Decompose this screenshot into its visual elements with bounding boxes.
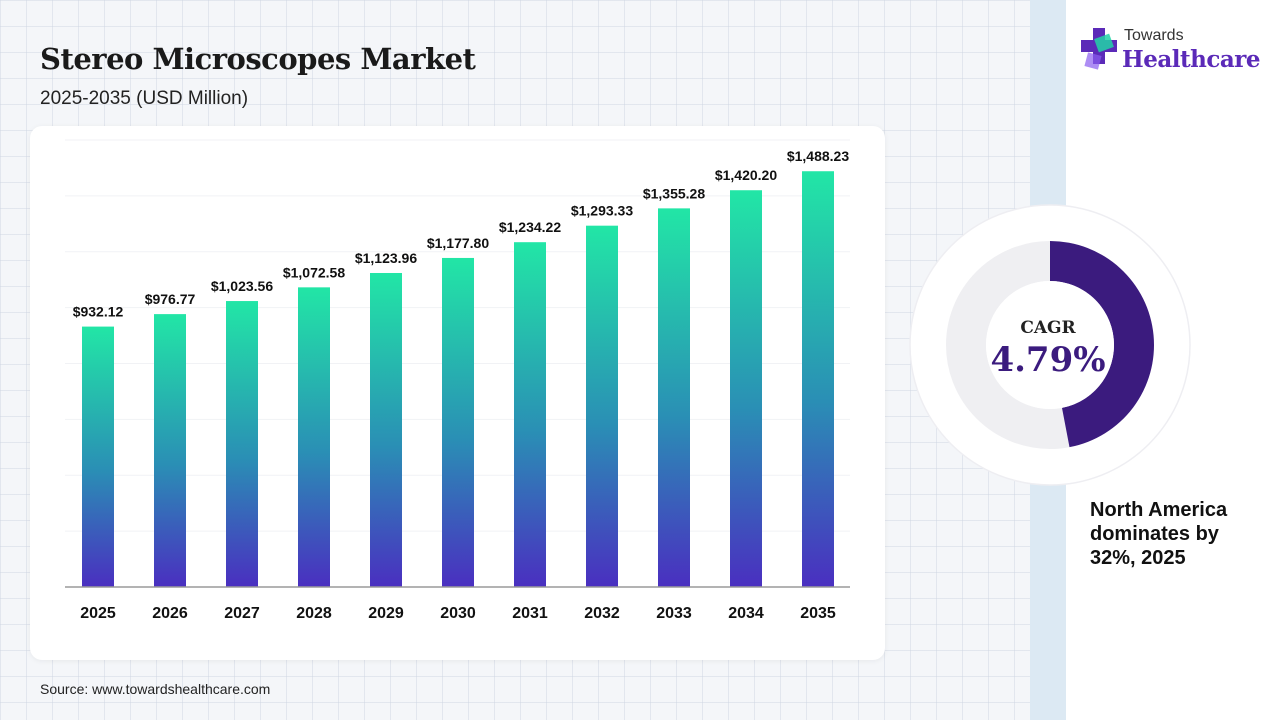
x-tick-label: 2035 [800,605,836,622]
bar-2025 [82,326,114,587]
logo-top-text: Towards [1124,27,1184,44]
bar-value-label: $1,488.23 [787,148,849,164]
x-tick-label: 2026 [152,605,188,622]
bar-2026 [154,314,186,587]
x-tick-label: 2031 [512,605,548,622]
bar-value-label: $1,234.22 [499,219,561,235]
donut-segment [1050,241,1154,448]
x-tick-label: 2029 [368,605,404,622]
cagr-value: 4.79% [990,340,1106,380]
page-title: Stereo Microscopes Market [40,42,476,76]
x-tick-label: 2030 [440,605,476,622]
bar-value-label: $1,420.20 [715,167,777,183]
bar-2030 [442,257,474,587]
bar-2031 [514,242,546,587]
bar-2029 [370,272,402,587]
bar-value-label: $1,123.96 [355,250,417,266]
x-tick-label: 2025 [80,605,116,622]
x-tick-label: 2028 [296,605,332,622]
donut-center [986,281,1114,409]
medical-cross-icon [1081,28,1117,70]
bar-value-label: $1,355.28 [643,185,705,201]
x-tick-label: 2032 [584,605,620,622]
bar-2035 [802,171,834,587]
cagr-donut [909,204,1191,486]
bar-value-label: $976.77 [145,291,196,307]
towards-healthcare-logo: Towards Healthcare [1078,24,1261,80]
cagr-label: CAGR [1020,318,1076,338]
bar-value-label: $1,072.58 [283,264,345,280]
page-subtitle: 2025-2035 (USD Million) [40,88,249,109]
logo-main-text: Healthcare [1122,46,1261,73]
dominance-note: North America dominates by 32%, 2025 [1090,499,1228,569]
bar-2033 [658,208,690,587]
x-tick-label: 2033 [656,605,692,622]
source-note: Source: www.towardshealthcare.com [40,681,271,697]
x-tick-label: 2027 [224,605,260,622]
x-tick-label: 2034 [728,605,764,622]
chart-card: $932.12 2025 $976.77 2026 $1,023.56 2027 $1,07… [30,126,885,660]
bar-chart: $932.12 2025 $976.77 2026 $1,023.56 2027 $1,07… [65,139,850,622]
bar-value-label: $1,177.80 [427,235,489,251]
bar-value-label: $1,293.33 [571,203,633,219]
bar-value-label: $932.12 [73,304,124,320]
bar-2032 [586,225,618,587]
bar-value-label: $1,023.56 [211,278,273,294]
bar-2027 [226,301,258,587]
bar-2028 [298,287,330,587]
bar-2034 [730,190,762,587]
